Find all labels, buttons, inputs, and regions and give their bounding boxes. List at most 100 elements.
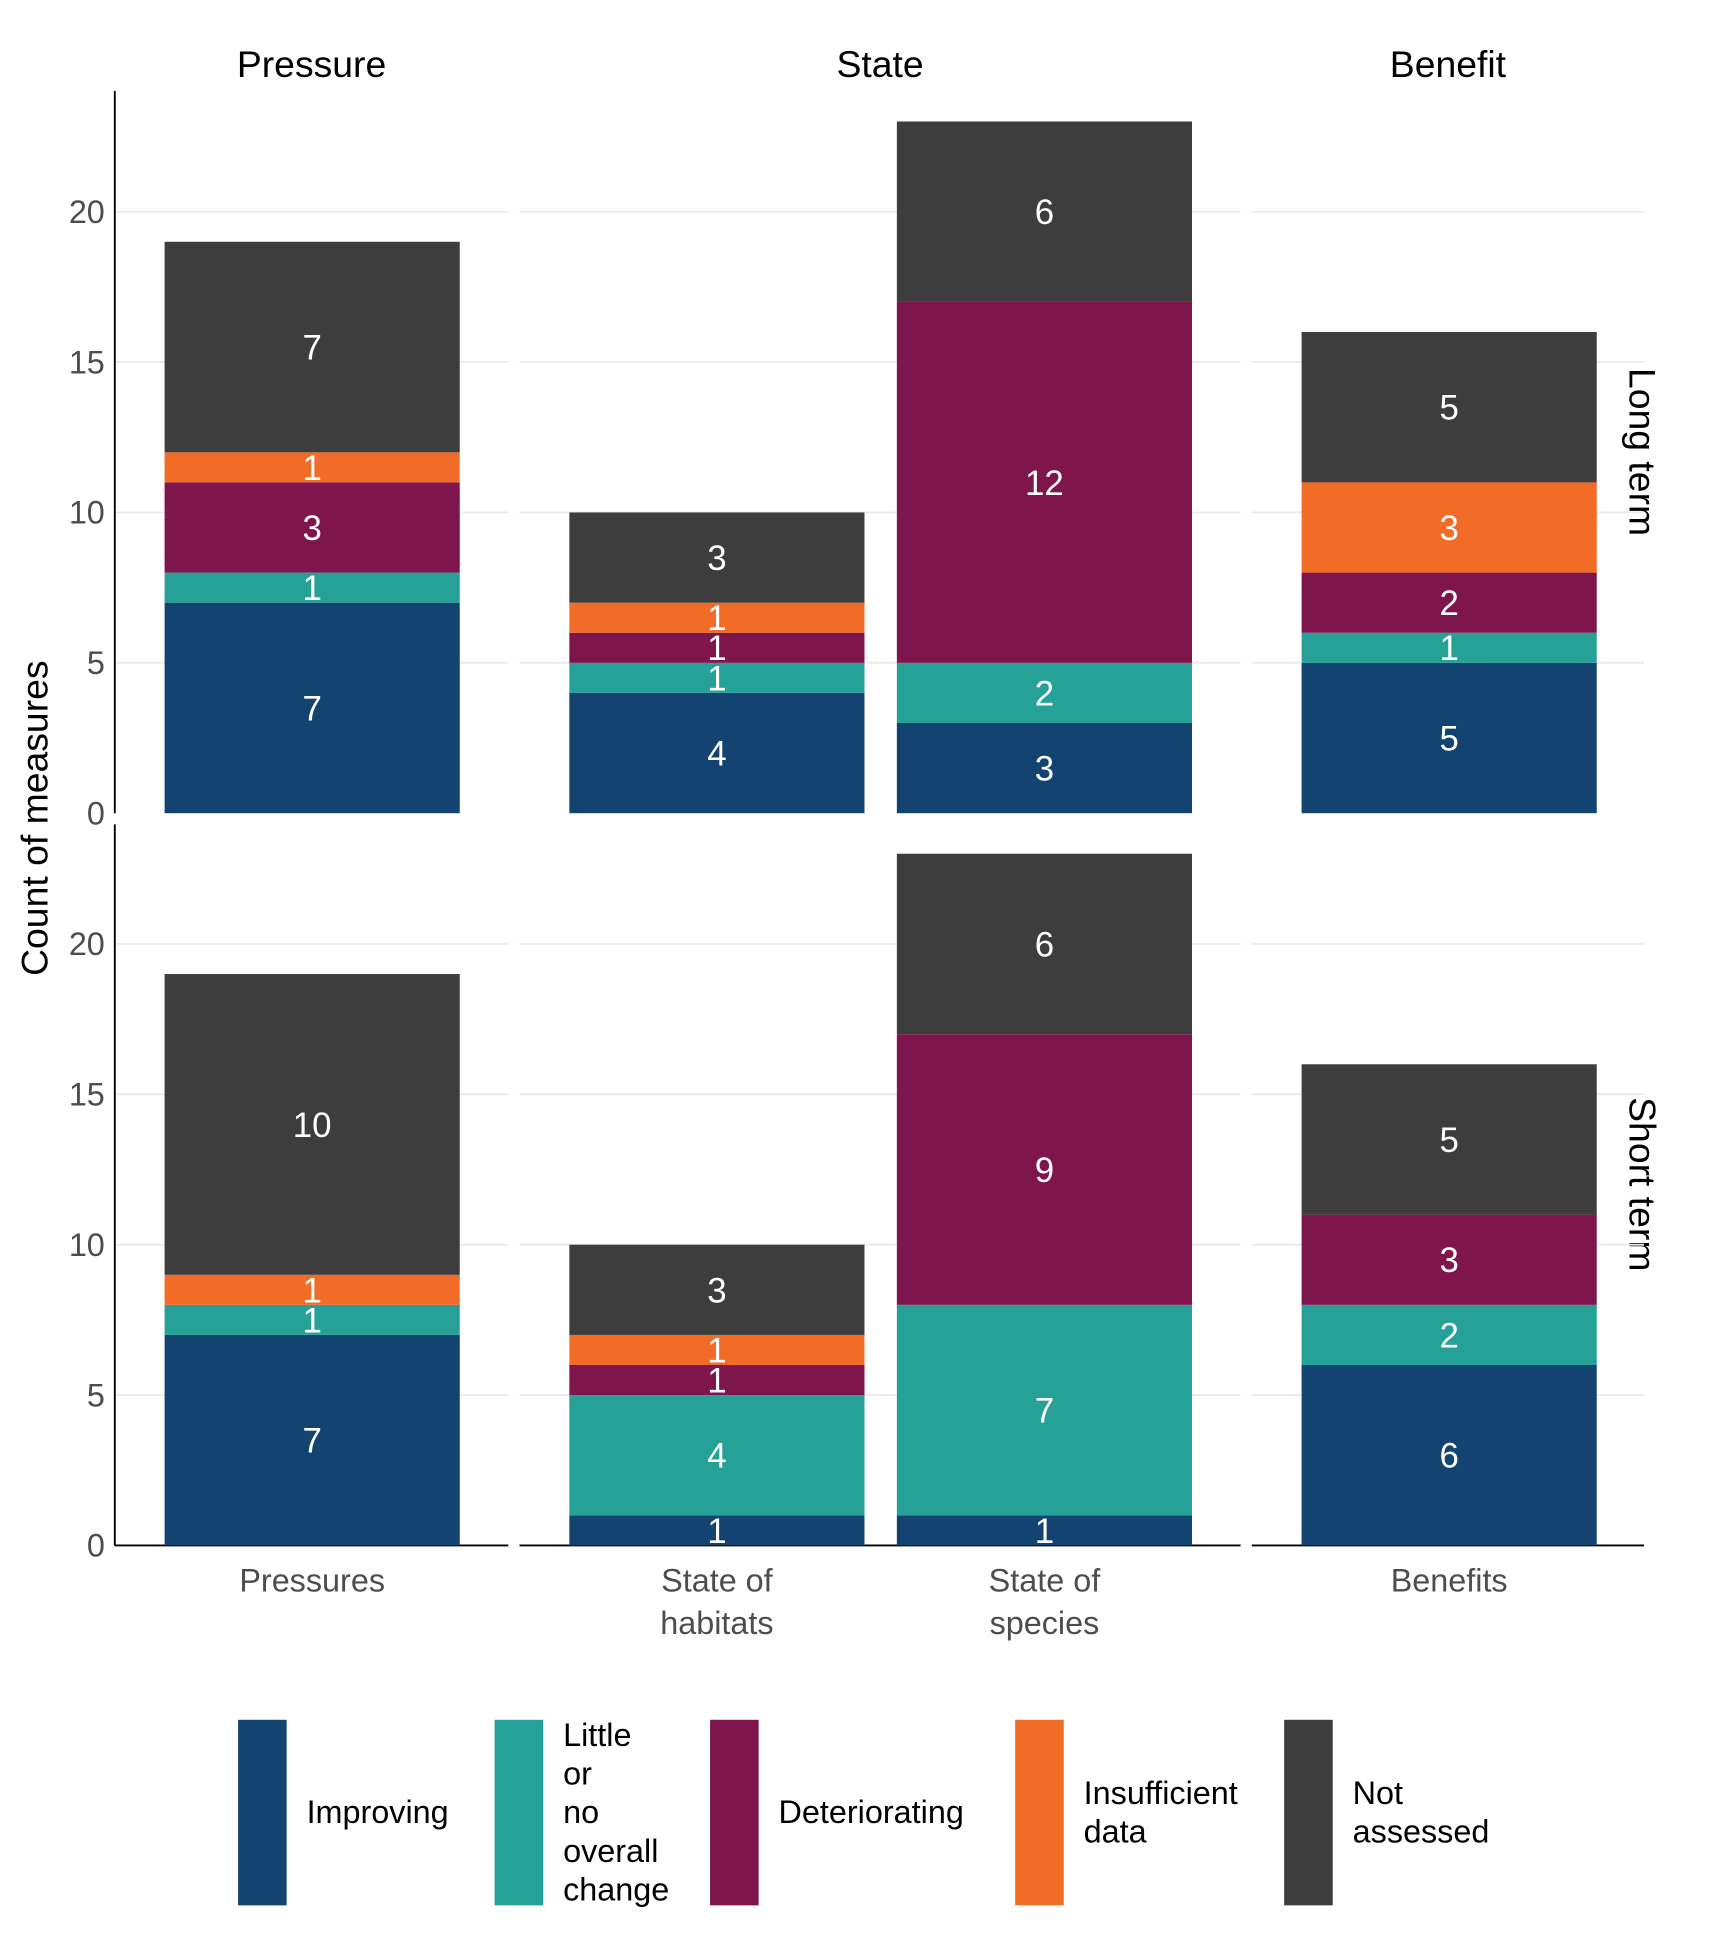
data-label: 1 xyxy=(302,449,321,488)
bar-segment xyxy=(1301,662,1597,814)
data-label: 5 xyxy=(1439,1121,1458,1160)
y-tick-label: 5 xyxy=(87,645,105,681)
data-label: 2 xyxy=(1035,674,1054,713)
facet-label-benefit: Benefit xyxy=(1390,43,1507,85)
data-label: 6 xyxy=(1035,193,1054,232)
bar-segment xyxy=(569,1244,865,1335)
y-tick-label: 5 xyxy=(87,1377,105,1413)
row-facet-label-long-term: Long term xyxy=(1621,368,1663,536)
legend-label: assessed xyxy=(1353,1813,1490,1849)
data-label: 3 xyxy=(1439,1241,1458,1280)
y-axis-label: Count of measures xyxy=(14,660,56,976)
bar-segment xyxy=(569,662,865,693)
data-label: 5 xyxy=(1439,389,1458,428)
data-label: 4 xyxy=(707,735,726,774)
bar-segment xyxy=(896,1515,1193,1546)
bar-segment xyxy=(569,1395,865,1516)
y-tick-label: 20 xyxy=(69,194,105,230)
x-tick-label: Benefits xyxy=(1391,1563,1508,1599)
x-tick-label: species xyxy=(990,1605,1100,1641)
legend-key xyxy=(494,1719,544,1906)
bar-segment xyxy=(164,1274,460,1305)
bar-segment xyxy=(896,853,1193,1035)
bar-segment xyxy=(1301,1064,1597,1215)
legend-label: Little xyxy=(563,1717,631,1753)
data-label: 7 xyxy=(302,689,321,728)
x-tick-label: Pressures xyxy=(239,1563,385,1599)
data-label: 1 xyxy=(302,1271,321,1310)
data-label: 3 xyxy=(1035,750,1054,789)
data-label: 1 xyxy=(707,659,726,698)
data-label: 1 xyxy=(302,569,321,608)
bar-segment xyxy=(569,632,865,663)
legend-label: Deteriorating xyxy=(779,1794,964,1830)
legend-label: Insufficient xyxy=(1084,1775,1238,1811)
row-facet-label-short-term: Short term xyxy=(1621,1097,1663,1271)
y-tick-label: 10 xyxy=(69,1227,105,1263)
legend-key xyxy=(238,1719,287,1906)
x-tick-label: State of xyxy=(989,1563,1102,1599)
data-label: 1 xyxy=(1035,1512,1054,1551)
data-label: 4 xyxy=(707,1437,726,1476)
legend-label: Improving xyxy=(307,1794,449,1830)
data-label: 7 xyxy=(302,1422,321,1461)
data-label: 1 xyxy=(707,1361,726,1400)
data-label: 5 xyxy=(1439,719,1458,758)
bar-segment xyxy=(1301,632,1597,663)
facet-label-state: State xyxy=(836,43,923,85)
data-label: 9 xyxy=(1035,1151,1054,1190)
bar-segment xyxy=(569,1515,865,1546)
data-label: 1 xyxy=(302,1301,321,1340)
bar-segment xyxy=(896,1034,1193,1305)
bar-segment xyxy=(569,692,865,814)
bar-segment xyxy=(569,512,865,603)
legend-label: or xyxy=(563,1756,592,1792)
y-tick-label: 0 xyxy=(87,1528,105,1564)
bar-segment xyxy=(569,1365,865,1396)
data-label: 1 xyxy=(1439,629,1458,668)
bar-segment xyxy=(164,1334,460,1546)
legend-key xyxy=(710,1719,759,1906)
y-tick-label: 15 xyxy=(69,344,105,380)
bar-segment xyxy=(1301,1365,1597,1546)
bar-segment xyxy=(164,974,460,1275)
data-label: 2 xyxy=(1439,584,1458,623)
bar-segment xyxy=(164,1304,460,1335)
bar-segment xyxy=(896,722,1193,814)
data-label: 1 xyxy=(707,629,726,668)
bar-segment xyxy=(569,1334,865,1366)
x-tick-label: habitats xyxy=(660,1605,773,1641)
data-label: 1 xyxy=(707,599,726,638)
legend-label: no xyxy=(563,1794,599,1830)
bar-segment xyxy=(1301,482,1597,573)
x-tick-label: State of xyxy=(661,1563,774,1599)
y-tick-label: 15 xyxy=(69,1077,105,1113)
data-label: 3 xyxy=(302,509,321,548)
data-label: 7 xyxy=(1035,1392,1054,1431)
data-label: 2 xyxy=(1439,1316,1458,1355)
data-label: 3 xyxy=(707,1271,726,1310)
y-tick-label: 20 xyxy=(69,926,105,962)
legend-label: overall xyxy=(563,1833,658,1869)
legend-key xyxy=(1015,1719,1064,1906)
data-label: 1 xyxy=(707,1331,726,1370)
legend-label: data xyxy=(1084,1813,1147,1849)
data-label: 12 xyxy=(1025,464,1064,503)
y-tick-label: 0 xyxy=(87,795,105,831)
data-label: 7 xyxy=(302,328,321,367)
data-label: 3 xyxy=(707,539,726,578)
bar-segment xyxy=(164,602,460,814)
bar-segment xyxy=(896,1304,1193,1516)
data-label: 3 xyxy=(1439,509,1458,548)
bar-segment xyxy=(896,121,1193,302)
bar-segment xyxy=(1301,1304,1597,1366)
data-label: 6 xyxy=(1439,1437,1458,1476)
data-label: 1 xyxy=(707,1512,726,1551)
bar-segment xyxy=(569,602,865,633)
facet-label-pressure: Pressure xyxy=(237,43,386,85)
legend-label: Not xyxy=(1353,1775,1403,1811)
bar-segment xyxy=(896,662,1193,723)
bar-segment xyxy=(1301,1214,1597,1305)
bar-segment xyxy=(164,482,460,573)
